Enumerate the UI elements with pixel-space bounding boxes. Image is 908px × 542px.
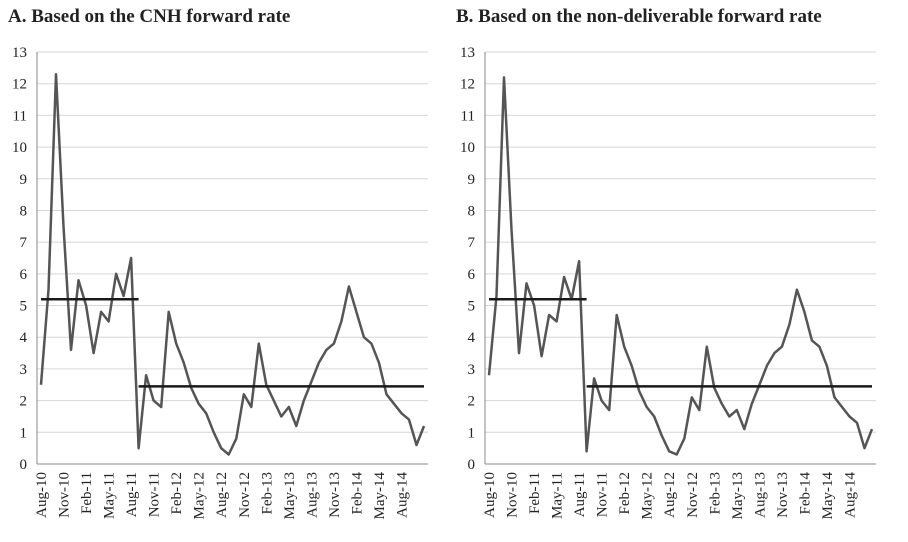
y-tick-label: 2	[468, 394, 476, 410]
x-tick-label: May-12	[192, 472, 208, 520]
x-tick-label: Aug-10	[34, 472, 50, 518]
x-tick-label: Feb-13	[259, 472, 275, 515]
x-tick-label: Nov-11	[595, 472, 611, 517]
chart-title: B. Based on the non-deliverable forward …	[456, 6, 822, 27]
x-tick-label: May-11	[550, 472, 566, 519]
y-tick-label: 3	[468, 362, 476, 378]
y-tick-label: 5	[20, 299, 28, 315]
x-tick-label: Aug-14	[842, 472, 858, 518]
x-tick-label: Feb-11	[527, 472, 543, 514]
y-tick-label: 5	[468, 299, 476, 315]
y-tick-label: 7	[468, 235, 476, 251]
x-tick-label: Aug-13	[304, 472, 320, 518]
x-tick-label: Feb-14	[797, 472, 813, 515]
series-line	[39, 72, 426, 456]
x-tick-label: Feb-12	[169, 472, 185, 515]
y-tick-label: 1	[468, 425, 476, 441]
y-tick-label: 10	[12, 140, 27, 156]
x-tick-label: Feb-13	[707, 472, 723, 515]
x-tick-label: May-12	[640, 472, 656, 520]
x-tick-label: Nov-13	[327, 472, 343, 518]
x-tick-label: Nov-10	[505, 472, 521, 518]
x-tick-label: May-13	[730, 472, 746, 520]
x-tick-label: May-14	[820, 472, 836, 520]
y-tick-label: 11	[461, 108, 475, 124]
x-tick-label: Aug-12	[214, 472, 230, 518]
y-tick-label: 12	[12, 77, 27, 93]
x-tick-label: Aug-11	[124, 472, 140, 517]
x-tick-label: Feb-11	[79, 472, 95, 514]
series-line	[487, 76, 874, 456]
x-tick-label: Aug-10	[482, 472, 498, 518]
y-tick-label: 9	[468, 172, 476, 188]
x-tick-label: Aug-13	[752, 472, 768, 518]
y-tick-label: 4	[20, 330, 28, 346]
y-tick-label: 2	[20, 394, 28, 410]
x-tick-label: Nov-12	[237, 472, 253, 518]
y-tick-label: 13	[460, 45, 475, 61]
chart-title: A. Based on the CNH forward rate	[8, 6, 290, 27]
y-tick-label: 7	[20, 235, 28, 251]
x-tick-label: Aug-14	[394, 472, 410, 518]
y-tick-label: 8	[20, 203, 28, 219]
y-tick-label: 8	[468, 203, 476, 219]
y-tick-label: 4	[468, 330, 476, 346]
x-tick-label: Nov-12	[685, 472, 701, 518]
y-tick-label: 0	[468, 457, 476, 473]
y-tick-label: 6	[20, 267, 28, 283]
y-tick-label: 1	[20, 425, 28, 441]
y-tick-label: 9	[20, 172, 28, 188]
y-tick-label: 3	[20, 362, 28, 378]
x-tick-label: Feb-12	[617, 472, 633, 515]
x-tick-label: May-13	[282, 472, 298, 520]
y-tick-label: 13	[12, 45, 27, 61]
x-tick-label: Nov-11	[147, 472, 163, 517]
x-tick-label: Nov-10	[57, 472, 73, 518]
x-tick-label: May-14	[372, 472, 388, 520]
y-tick-label: 10	[460, 140, 475, 156]
x-tick-label: Aug-12	[662, 472, 678, 518]
x-tick-label: Aug-11	[572, 472, 588, 517]
y-tick-label: 6	[468, 267, 476, 283]
y-tick-label: 12	[460, 77, 475, 93]
x-tick-label: May-11	[102, 472, 118, 519]
y-tick-label: 11	[13, 108, 27, 124]
x-tick-label: Feb-14	[349, 472, 365, 515]
y-tick-label: 0	[20, 457, 28, 473]
x-tick-label: Nov-13	[775, 472, 791, 518]
